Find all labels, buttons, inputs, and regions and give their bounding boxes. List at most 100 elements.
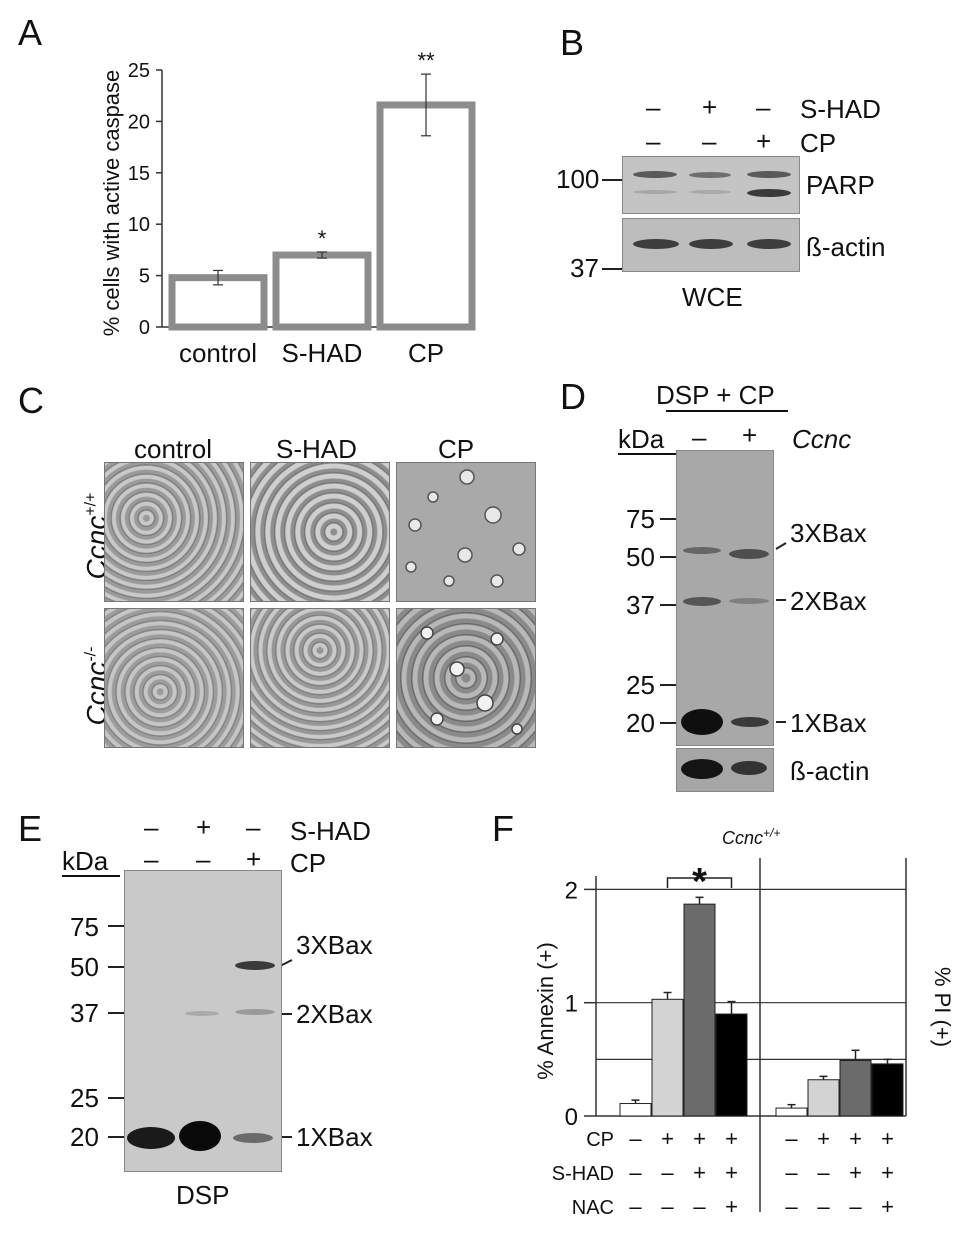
panel-f-sign: –	[849, 1194, 862, 1219]
panel-f-genotype: Ccnc+/+	[722, 826, 781, 848]
panel-b-parp-blot	[622, 156, 800, 214]
panel-a-ytick-label-0: 0	[139, 317, 150, 339]
panel-f-ytick-label-1: 1	[565, 991, 578, 1018]
panel-d-kda: kDa	[618, 424, 665, 454]
panel-f-bar-g2-4	[871, 1063, 904, 1117]
panel-f-sign: +	[725, 1160, 738, 1185]
panel-f-sign: +	[725, 1194, 738, 1219]
panel-d-band-1xbax: 1XBax	[790, 708, 867, 738]
panel-d-lane-sign-1: –	[692, 422, 707, 452]
panel-f-sign: –	[817, 1160, 830, 1185]
panel-f-bar-g1-2	[651, 998, 684, 1117]
panel-a-xlabel-CP: CP	[408, 338, 444, 368]
panel-d-band-2xbax: 2XBax	[790, 586, 867, 616]
panel-b-row-cp-sign-2: –	[702, 126, 717, 156]
panel-f-sign: +	[881, 1194, 894, 1219]
panel-a-bar-control	[168, 274, 268, 331]
panel-e-band-3xbax: 3XBax	[296, 930, 373, 960]
panel-e-row-shad-sign-1: –	[144, 812, 159, 842]
panel-e-row-shad-sign-2: +	[196, 812, 212, 842]
panel-e-kda-underline	[62, 875, 120, 877]
panel-b-actin-blot	[622, 218, 800, 272]
panel-e-row-cp-name: CP	[290, 848, 327, 878]
panel-d-bax-blot	[676, 450, 774, 746]
panel-b-row-cp-sign-3: +	[756, 126, 772, 156]
panel-f-ytick-label-0: 0	[565, 1104, 578, 1131]
micrograph-ccnc-ko-control	[104, 608, 244, 748]
panel-f-sign: –	[785, 1194, 798, 1219]
panel-c-col-cp: CP	[438, 434, 475, 464]
micrograph-ccnc-ko-shad	[250, 608, 390, 748]
panel-d-marker-20: 20	[626, 708, 655, 738]
panel-e-marker-25: 25	[70, 1083, 99, 1113]
panel-d-marker-50: 50	[626, 542, 655, 572]
panel-a-xlabel-S-HAD: S-HAD	[282, 338, 363, 368]
panel-f-sign: +	[817, 1126, 830, 1151]
panel-e-marker-50: 50	[70, 952, 99, 982]
panel-b-row-shad-sign-2: +	[702, 92, 718, 122]
panel-f-significance-star: *	[692, 861, 707, 903]
panel-f-sign: –	[785, 1160, 798, 1185]
panel-d-label: D	[560, 376, 586, 417]
panel-f-sign: –	[661, 1160, 674, 1185]
panel-e-marker-37: 37	[70, 998, 99, 1028]
panel-f-sign: –	[785, 1126, 798, 1151]
panel-f-sign: +	[725, 1126, 738, 1151]
panel-e-band-1xbax: 1XBax	[296, 1122, 373, 1152]
micrograph-ccnc-wt-shad	[250, 462, 390, 602]
panel-f-row-label-CP: CP	[586, 1129, 614, 1151]
panel-b-marker-37-tick	[602, 268, 622, 270]
panel-b-band-parp: PARP	[806, 170, 875, 200]
panel-e-row-cp-sign-3: +	[246, 844, 262, 874]
micrograph-ccnc-wt-control	[104, 462, 244, 602]
panel-f-bar-g2-2	[807, 1079, 840, 1117]
panel-a-ylabel: % cells with active caspase	[99, 69, 124, 337]
panel-e-row-shad-name: S-HAD	[290, 816, 371, 846]
panel-c-col-control: control	[134, 434, 213, 464]
panel-f-bar-g2-3	[839, 1059, 872, 1117]
micrograph-ccnc-wt-cp	[396, 462, 536, 602]
panel-a-significance: **	[417, 48, 435, 73]
panel-d-header: DSP + CP	[656, 380, 775, 410]
panel-a-label: A	[18, 12, 43, 53]
panel-d-marker-37: 37	[626, 590, 655, 620]
panel-e-marker-20: 20	[70, 1122, 99, 1152]
panel-c-label: C	[18, 380, 44, 421]
panel-b-band-actin: ß-actin	[806, 232, 886, 262]
panel-f-row-label-S-HAD: S-HAD	[552, 1163, 614, 1185]
panel-d-band-3xbax: 3XBax	[790, 518, 867, 548]
panel-c-col-shad: S-HAD	[276, 434, 357, 464]
panel-f-sign: –	[629, 1160, 642, 1185]
panel-f-sign: –	[817, 1194, 830, 1219]
panel-d-marker-75: 75	[626, 504, 655, 534]
panel-d-band-actin: ß-actin	[790, 756, 870, 786]
panel-b-marker-100: 100	[556, 164, 600, 194]
panel-f-sign: +	[881, 1160, 894, 1185]
panel-d-lane-sign-2: +	[742, 420, 758, 450]
panel-f-bar-g1-1	[619, 1103, 652, 1117]
panel-f-ylabel-right: % PI (+)	[930, 966, 955, 1048]
panel-d-gene: Ccnc	[792, 424, 852, 454]
panel-f-bar-g1-4	[715, 1013, 748, 1117]
panel-a-ytick-label-25: 25	[128, 60, 150, 82]
panel-e-kda: kDa	[62, 846, 109, 876]
panel-a-xlabel-control: control	[179, 338, 257, 368]
panel-d-actin-blot	[676, 748, 774, 792]
panel-b-row-shad-name: S-HAD	[800, 94, 881, 124]
panel-b-row-shad-sign-1: –	[646, 92, 661, 122]
panel-e-row-shad-sign-3: –	[246, 812, 261, 842]
panel-f-bar-g2-1	[775, 1107, 808, 1117]
panel-f-sign: –	[629, 1126, 642, 1151]
panel-a-ytick-label-20: 20	[128, 111, 150, 133]
panel-e-label: E	[18, 808, 43, 849]
panel-f-ylabel-left: % Annexin (+)	[533, 942, 558, 1080]
panel-a-ytick-label-5: 5	[139, 266, 150, 288]
panel-b-row-cp-sign-1: –	[646, 126, 661, 156]
panel-d-kda-underline	[618, 453, 676, 455]
panel-a-ytick-label-15: 15	[128, 163, 150, 185]
panel-f-label: F	[492, 808, 514, 849]
micrograph-ko-cp-cells	[420, 626, 523, 735]
panel-f-bar-g1-3	[683, 903, 716, 1117]
panel-a-bar-CP	[376, 101, 476, 331]
panel-b-row-shad-sign-3: –	[756, 92, 771, 122]
